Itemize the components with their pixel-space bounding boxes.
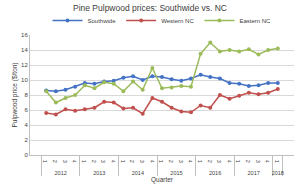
- svg-text:4: 4: [187, 160, 193, 163]
- svg-text:3: 3: [62, 160, 68, 163]
- svg-text:2: 2: [207, 160, 213, 163]
- svg-text:1: 1: [158, 160, 164, 163]
- svg-text:1: 1: [42, 160, 48, 163]
- svg-text:16: 16: [21, 32, 28, 38]
- svg-text:2016: 2016: [209, 170, 221, 176]
- svg-text:Southwide: Southwide: [88, 18, 117, 24]
- svg-text:2012: 2012: [55, 170, 67, 176]
- svg-text:2014: 2014: [132, 170, 144, 176]
- svg-text:2017: 2017: [248, 170, 260, 176]
- svg-text:3: 3: [139, 160, 145, 163]
- svg-text:2: 2: [129, 160, 135, 163]
- svg-text:1: 1: [81, 160, 87, 163]
- svg-text:6: 6: [24, 107, 28, 113]
- svg-text:4: 4: [24, 122, 28, 128]
- svg-text:2: 2: [52, 160, 58, 163]
- svg-text:4: 4: [110, 160, 116, 163]
- svg-text:Pulpwood price ($/ton): Pulpwood price ($/ton): [11, 62, 19, 127]
- svg-text:4: 4: [71, 160, 77, 163]
- svg-text:3: 3: [216, 160, 222, 163]
- svg-text:1: 1: [197, 160, 203, 163]
- svg-text:3: 3: [100, 160, 106, 163]
- svg-text:2015: 2015: [170, 170, 182, 176]
- svg-text:1: 1: [274, 160, 280, 163]
- svg-text:1: 1: [235, 160, 241, 163]
- svg-text:8: 8: [24, 92, 28, 98]
- svg-text:12: 12: [21, 62, 28, 68]
- svg-text:2013: 2013: [93, 170, 105, 176]
- svg-text:4: 4: [226, 160, 232, 163]
- svg-text:2: 2: [24, 137, 28, 143]
- svg-text:0: 0: [24, 152, 28, 158]
- svg-text:Pine Pulpwood prices: Southwid: Pine Pulpwood prices: Southwide vs. NC: [73, 3, 227, 13]
- svg-text:2: 2: [168, 160, 174, 163]
- svg-text:3: 3: [255, 160, 261, 163]
- svg-text:Western NC: Western NC: [161, 18, 194, 24]
- svg-text:14: 14: [21, 47, 28, 53]
- svg-text:Eastern NC: Eastern NC: [239, 18, 271, 24]
- svg-text:1: 1: [120, 160, 126, 163]
- svg-text:2: 2: [245, 160, 251, 163]
- svg-text:Quarter: Quarter: [151, 176, 174, 184]
- svg-text:4: 4: [264, 160, 270, 163]
- svg-text:2: 2: [91, 160, 97, 163]
- svg-text:3: 3: [178, 160, 184, 163]
- svg-text:10: 10: [21, 77, 28, 83]
- svg-text:4: 4: [149, 160, 155, 163]
- svg-text:2018: 2018: [272, 170, 284, 176]
